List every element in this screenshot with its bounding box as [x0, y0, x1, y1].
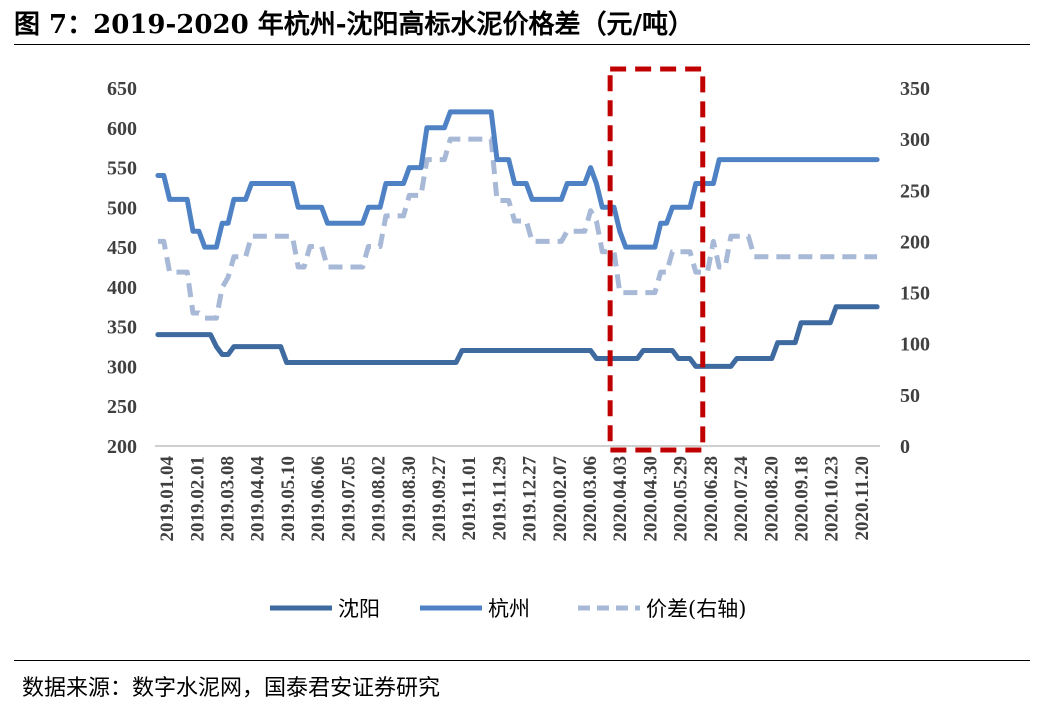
y-tick-label: 200 — [107, 436, 137, 458]
y-tick-label: 550 — [107, 158, 137, 180]
x-tick-label: 2020.10.23 — [822, 456, 843, 542]
x-tick-label: 2019.05.10 — [278, 456, 299, 542]
y2-tick-label: 350 — [900, 78, 930, 100]
x-tick-label: 2019.09.27 — [429, 455, 450, 541]
y2-tick-label: 150 — [900, 283, 930, 305]
x-tick-label: 2020.04.30 — [640, 456, 661, 542]
y-tick-label: 350 — [107, 317, 137, 339]
y2-tick-label: 50 — [900, 385, 920, 407]
x-tick-label: 2020.02.07 — [550, 456, 571, 542]
x-tick-label: 2020.11.20 — [852, 456, 873, 540]
x-tick-label: 2019.08.02 — [369, 456, 390, 542]
chart-title: 图 7：2019-2020 年杭州-沈阳高标水泥价格差（元/吨） — [14, 10, 694, 40]
legend-label: 沈阳 — [338, 597, 380, 621]
y-tick-label: 300 — [107, 356, 137, 378]
x-tick-label: 2019.03.08 — [218, 456, 239, 542]
y2-tick-label: 100 — [900, 334, 930, 356]
x-tick-label: 2020.07.24 — [731, 456, 752, 542]
axes-layer: 6506005505004504003503002502003503002502… — [107, 78, 930, 542]
y2-tick-label: 200 — [900, 231, 930, 253]
legend-item: 杭州 — [420, 597, 530, 621]
x-tick-label: 2019.08.30 — [399, 456, 420, 542]
legend-item: 沈阳 — [270, 597, 380, 621]
x-tick-label: 2019.11.01 — [459, 456, 480, 540]
line-chart: 6506005505004504003503002502003503002502… — [107, 66, 930, 621]
x-tick-label: 2020.06.28 — [701, 456, 722, 542]
legend: 沈阳 杭州 价差(右轴) — [270, 597, 746, 621]
legend-item: 价差(右轴) — [578, 597, 746, 621]
series-line — [155, 304, 880, 369]
x-tick-label: 2019.11.29 — [489, 456, 510, 540]
source-note: 数据来源：数字水泥网，国泰君安证券研究 — [22, 676, 441, 701]
x-tick-label: 2019.12.27 — [520, 456, 541, 542]
y-tick-label: 650 — [107, 78, 137, 100]
x-tick-label: 2019.06.06 — [308, 456, 329, 542]
x-tick-label: 2019.07.05 — [338, 456, 359, 542]
x-tick-label: 2020.09.18 — [791, 456, 812, 542]
legend-label: 杭州 — [488, 597, 530, 621]
y2-tick-label: 300 — [900, 129, 930, 151]
x-tick-label: 2020.08.20 — [761, 456, 782, 542]
series-line — [155, 109, 880, 250]
y-tick-label: 400 — [107, 277, 137, 299]
x-tick-label: 2019.02.01 — [187, 456, 208, 542]
title-divider — [14, 44, 1030, 45]
x-tick-label: 2020.03.06 — [580, 456, 601, 542]
x-tick-label: 2020.04.03 — [610, 456, 631, 542]
y2-tick-label: 250 — [900, 180, 930, 202]
y2-tick-label: 0 — [900, 436, 910, 458]
highlight-layer — [607, 66, 706, 453]
y-tick-label: 450 — [107, 237, 137, 259]
y-tick-label: 500 — [107, 197, 137, 219]
y-tick-label: 600 — [107, 118, 137, 140]
highlight-box — [607, 66, 706, 453]
series-layer — [155, 109, 880, 369]
x-tick-label: 2019.04.04 — [248, 456, 269, 542]
x-tick-label: 2019.01.04 — [157, 456, 178, 542]
footer-divider — [14, 660, 1030, 661]
legend-label: 价差(右轴) — [646, 597, 746, 621]
series-line — [157, 136, 878, 321]
x-tick-label: 2020.05.29 — [671, 456, 692, 542]
y-tick-label: 250 — [107, 396, 137, 418]
